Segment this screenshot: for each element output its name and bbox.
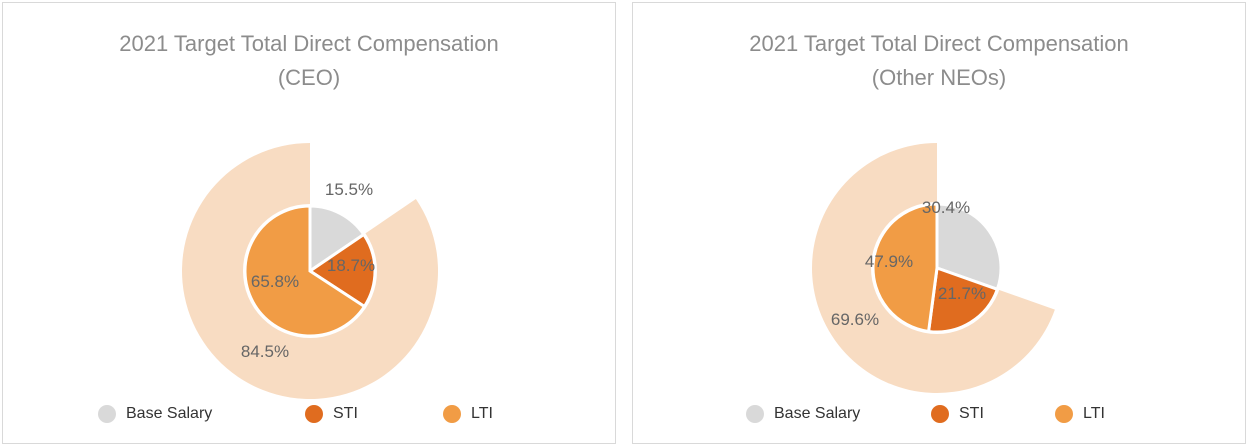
legend-swatch: [98, 405, 116, 423]
legend-swatch: [305, 405, 323, 423]
legend-label: Base Salary: [774, 405, 861, 422]
legend-item-lti: LTI: [443, 399, 493, 429]
legend: Base Salary STI LTI: [3, 399, 615, 429]
slice-base-salary: [308, 204, 366, 274]
slice-lti: [243, 204, 367, 338]
legend-item-lti: LTI: [1055, 399, 1105, 429]
legend-label: STI: [959, 405, 984, 422]
legend-label: STI: [333, 405, 358, 422]
data-label-lti: 47.9%: [865, 252, 913, 271]
data-label-sti: 18.7%: [327, 256, 375, 275]
legend-label: LTI: [471, 405, 493, 422]
data-label-sti: 21.7%: [938, 284, 986, 303]
data-label-lti: 65.8%: [251, 272, 299, 291]
legend-label: LTI: [1083, 405, 1105, 422]
chart-title-line-1: 2021 Target Total Direct Compensation: [119, 31, 499, 56]
legend-item-base-salary: Base Salary: [98, 399, 212, 429]
chart-panel-ceo: 2021 Target Total Direct Compensation (C…: [2, 2, 616, 444]
legend-item-sti: STI: [305, 399, 358, 429]
legend-swatch: [1055, 405, 1073, 423]
chart-title: 2021 Target Total Direct Compensation (C…: [3, 27, 615, 95]
legend: Base Salary STI LTI: [633, 399, 1245, 429]
slice-lti: [871, 202, 939, 334]
data-label-variable-pay: 69.6%: [831, 310, 879, 329]
data-label-variable-pay: 84.5%: [241, 342, 289, 361]
legend-swatch: [746, 405, 764, 423]
legend-item-sti: STI: [931, 399, 984, 429]
legend-item-base-salary: Base Salary: [746, 399, 860, 429]
chart-subtitle: (CEO): [277, 65, 341, 90]
chart-title: 2021 Target Total Direct Compensation (O…: [633, 27, 1245, 95]
slice-base-salary: [935, 202, 1003, 292]
slice-sti: [307, 232, 377, 309]
legend-swatch: [443, 405, 461, 423]
chart-subtitle: (Other NEOs): [871, 65, 1007, 90]
slice-sti: [926, 265, 1000, 334]
data-label-base-salary: 30.4%: [922, 198, 970, 217]
chart-panel-other-neos: 2021 Target Total Direct Compensation (O…: [632, 2, 1246, 444]
data-label-base-salary: 15.5%: [325, 180, 373, 199]
legend-swatch: [931, 405, 949, 423]
legend-label: Base Salary: [126, 405, 213, 422]
pie-chart-other-neos: 30.4% 21.7% 47.9% 69.6%: [811, 143, 1062, 393]
chart-title-line-1: 2021 Target Total Direct Compensation: [749, 31, 1129, 56]
pie-chart-ceo: 15.5% 18.7% 65.8% 84.5%: [182, 143, 439, 399]
